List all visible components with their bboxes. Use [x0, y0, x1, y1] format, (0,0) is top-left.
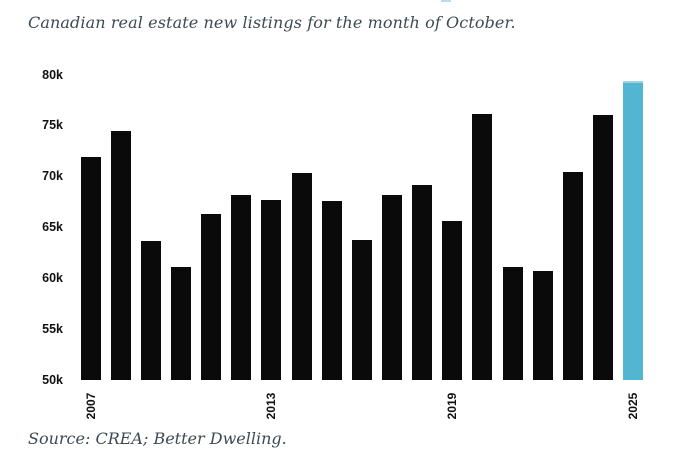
x-tick-label-2007: 2007: [83, 392, 98, 420]
y-tick-label-80k: 80k: [42, 67, 63, 82]
bar-2013: [261, 200, 282, 380]
bar-2018: [412, 184, 433, 380]
bar-2015: [321, 201, 342, 380]
bar-2020: [472, 113, 493, 380]
y-tick-label-75k: 75k: [42, 118, 63, 133]
bar-2019: [442, 221, 463, 380]
bar-2011: [201, 214, 222, 380]
bar-2016: [351, 239, 372, 380]
bar-2008: [110, 130, 131, 380]
x-tick-label-2025: 2025: [626, 392, 641, 420]
bar-2023: [562, 171, 583, 380]
chart-title: Canadian real estate new listings for th…: [28, 13, 516, 32]
bar-2012: [231, 194, 252, 380]
bar-2022: [532, 271, 553, 380]
x-tick-label-2019: 2019: [445, 392, 460, 420]
bar-2007: [80, 157, 101, 380]
y-tick-label-50k: 50k: [42, 372, 63, 387]
bar-2017: [382, 194, 402, 380]
y-tick-label-55k: 55k: [42, 321, 63, 336]
bar-2014: [291, 172, 312, 380]
x-tick-label-2013: 2013: [264, 392, 279, 420]
bar-2021: [502, 267, 523, 380]
y-tick-label-65k: 65k: [42, 220, 63, 234]
y-tick-label-60k: 60k: [42, 270, 63, 285]
y-tick-label-70k: 70k: [42, 169, 63, 184]
bar-2009: [140, 240, 161, 380]
bar-2010: [170, 267, 191, 380]
bar-2024: [593, 114, 614, 380]
chart-source: Source: CREA; Better Dwelling.: [28, 429, 287, 448]
top-edge-artifact: [441, 0, 451, 2]
bar-2025: [623, 81, 644, 380]
